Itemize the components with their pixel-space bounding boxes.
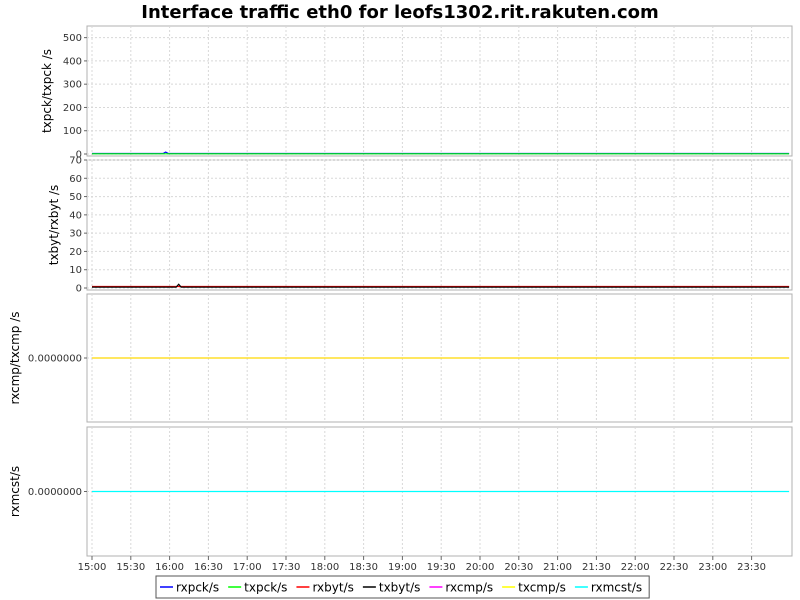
x-tick-label: 17:00 (233, 562, 262, 573)
x-tick-label: 23:00 (698, 562, 727, 573)
y-axis-label: txbyt/rxbyt /s (47, 185, 61, 266)
x-tick-label: 19:00 (388, 562, 417, 573)
legend-item: rxpck/s (160, 581, 219, 595)
chart-legend: rxpck/s txpck/s rxbyt/s txbyt/s rxcmp/s txcmp… (155, 575, 650, 599)
legend-item: rxmcst/s (574, 581, 642, 595)
y-tick-label: 0 (76, 150, 82, 161)
y-tick-label: 70 (69, 156, 82, 167)
panel-1: 0 100 200 300 400 500 txpck/txpck /s (40, 25, 793, 161)
x-tick-label: 20:00 (466, 562, 495, 573)
x-tick-label: 18:30 (349, 562, 378, 573)
panel-3: 0.0000000 rxcmp/txcmp /s (8, 293, 793, 423)
plot-area (86, 159, 793, 291)
y-tick-label: 100 (63, 126, 82, 137)
y-tick-label: 300 (63, 80, 82, 91)
y-tick-label: 40 (69, 210, 82, 221)
x-tick-label: 23:30 (737, 562, 766, 573)
panel-4: 0.0000000 rxmcst/s (8, 426, 793, 557)
series-line-txbyts (92, 283, 790, 288)
x-tick-label: 22:30 (660, 562, 689, 573)
legend-label: rxcmp/s (445, 581, 493, 595)
panel-2: 0 10 20 30 40 50 60 70 txbyt/rxbyt /s (47, 156, 793, 295)
y-tick-label: 500 (63, 33, 82, 44)
x-tick-label: 21:30 (582, 562, 611, 573)
y-tick-label: 0.0000000 (28, 354, 82, 365)
y-tick-label: 10 (69, 265, 82, 276)
legend-label: txpck/s (244, 581, 287, 595)
legend-label: rxpck/s (176, 581, 219, 595)
y-tick-label: 20 (69, 247, 82, 258)
x-tick-label: 15:00 (78, 562, 107, 573)
chart-title: Interface traffic eth0 for leofs1302.rit… (141, 2, 659, 23)
legend-label: txcmp/s (518, 581, 566, 595)
legend-item: rxcmp/s (429, 581, 493, 595)
x-tick-label: 20:30 (504, 562, 533, 573)
legend-item: txcmp/s (502, 581, 566, 595)
y-tick-label: 200 (63, 103, 82, 114)
legend-item: txbyt/s (362, 581, 421, 595)
chart-panels: 0 100 200 300 400 500 txpck/txpck /s 0 10 20 30 40 5… (8, 25, 793, 557)
y-axis-label: rxcmp/txcmp /s (8, 311, 22, 404)
x-tick-label: 17:30 (272, 562, 301, 573)
y-tick-label: 60 (69, 174, 82, 185)
x-axis: 15:00 15:30 16:00 16:30 17:00 17:30 18:00 18:30… (78, 556, 766, 573)
y-axis-label: rxmcst/s (8, 466, 22, 517)
x-tick-label: 22:00 (621, 562, 650, 573)
x-tick-label: 16:30 (194, 562, 223, 573)
legend-item: rxbyt/s (296, 581, 354, 595)
y-axis-label: txpck/txpck /s (40, 49, 54, 133)
y-tick-label: 0 (76, 284, 82, 295)
y-tick-label: 30 (69, 229, 82, 240)
plot-area (86, 25, 793, 157)
legend-box (155, 575, 650, 599)
y-tick-label: 400 (63, 56, 82, 67)
x-tick-label: 15:30 (116, 562, 145, 573)
legend-label: rxbyt/s (312, 581, 353, 595)
legend-item: txpck/s (228, 581, 287, 595)
legend-label: rxmcst/s (591, 581, 642, 595)
legend-label: txbyt/s (379, 581, 421, 595)
y-tick-label: 50 (69, 192, 82, 203)
x-tick-label: 19:30 (427, 562, 456, 573)
y-tick-label: 0.0000000 (28, 487, 82, 498)
x-tick-label: 16:00 (155, 562, 184, 573)
x-tick-label: 21:00 (543, 562, 572, 573)
x-tick-label: 18:00 (310, 562, 339, 573)
